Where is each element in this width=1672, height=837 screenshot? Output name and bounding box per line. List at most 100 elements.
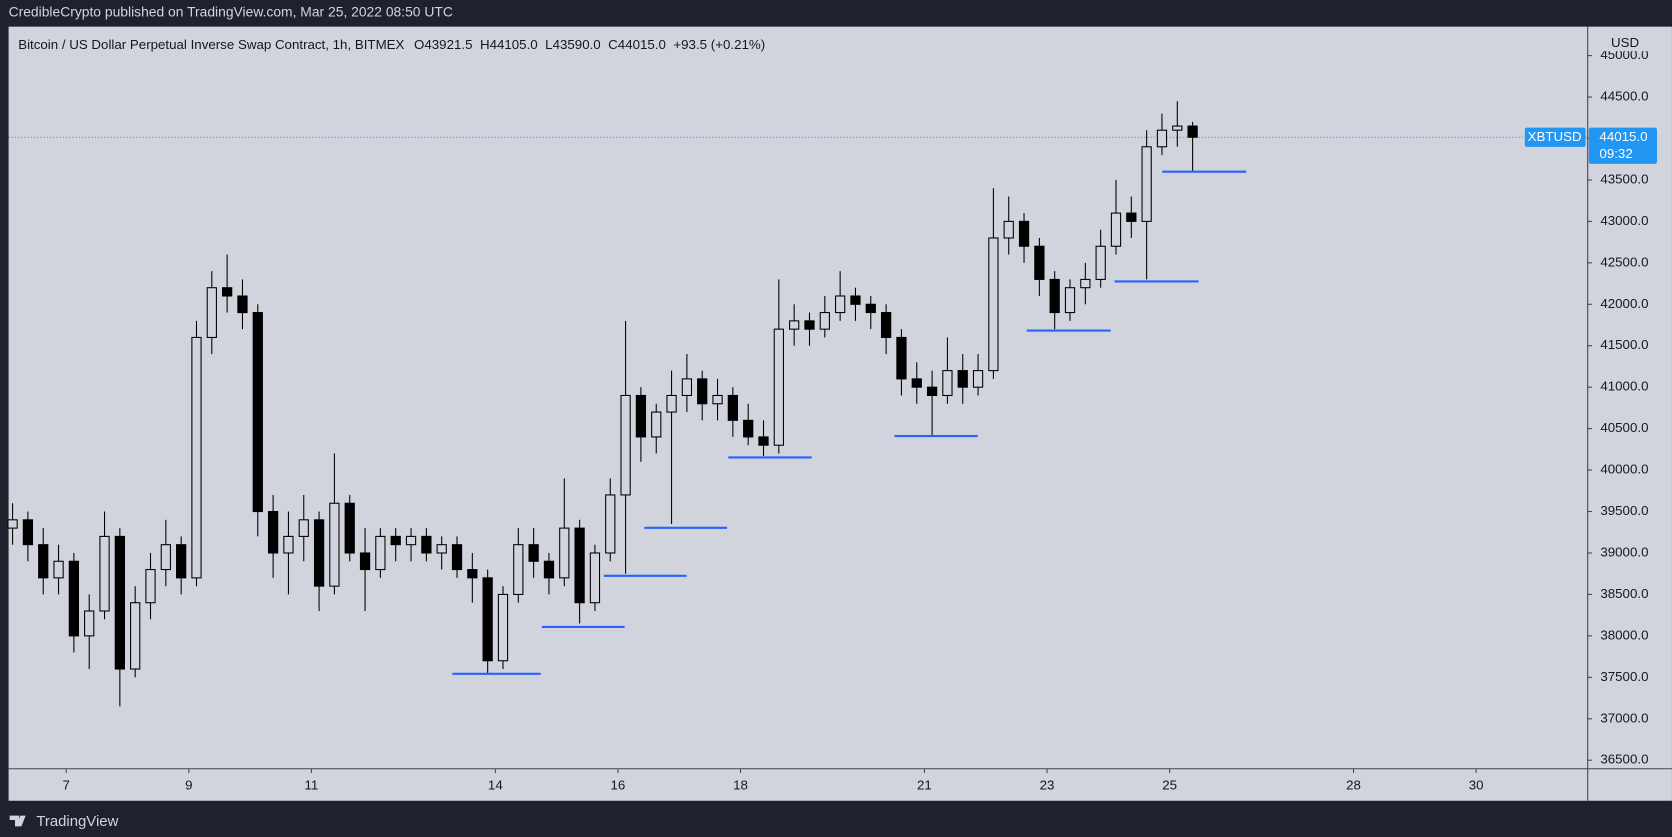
countdown-label: 09:32 bbox=[1599, 146, 1632, 161]
candle-body bbox=[1095, 245, 1106, 280]
candle-body bbox=[160, 544, 171, 571]
candle-body bbox=[513, 544, 524, 595]
ohlc-low: L43590.0 bbox=[545, 36, 601, 51]
x-tick-label: 14 bbox=[488, 777, 503, 792]
y-tick-label: 38500.0 bbox=[1600, 586, 1648, 601]
x-tick-label: 7 bbox=[63, 777, 70, 792]
publisher: CredibleCrypto published on TradingView.… bbox=[9, 3, 453, 19]
y-tick-label: 37000.0 bbox=[1600, 710, 1648, 725]
y-tick-label: 38000.0 bbox=[1600, 627, 1648, 642]
candle-body bbox=[283, 535, 294, 554]
x-tick-label: 9 bbox=[185, 777, 192, 792]
candle-body bbox=[68, 560, 80, 637]
candle-body bbox=[926, 386, 938, 397]
candle-body bbox=[497, 593, 509, 662]
candle-body bbox=[651, 411, 662, 438]
candle-body bbox=[865, 303, 876, 314]
candle-body bbox=[436, 544, 447, 554]
x-tick-label: 30 bbox=[1469, 777, 1484, 792]
candle-body bbox=[329, 502, 340, 587]
candle-body bbox=[1187, 125, 1198, 138]
y-tick-label: 40500.0 bbox=[1600, 420, 1648, 435]
ohlc-open: O43921.5 bbox=[414, 36, 472, 51]
x-tick-label: 18 bbox=[733, 777, 748, 792]
candle-body bbox=[957, 370, 968, 388]
candle-body bbox=[22, 519, 34, 546]
x-tick-label: 23 bbox=[1040, 777, 1055, 792]
candle-body bbox=[130, 602, 141, 670]
candle-body bbox=[222, 287, 233, 297]
candle-body bbox=[850, 295, 861, 305]
candle-body bbox=[543, 560, 555, 579]
candle-body bbox=[635, 394, 647, 438]
last-price-label: 44015.0 bbox=[1599, 129, 1647, 144]
candle-body bbox=[1003, 220, 1014, 239]
y-tick-label: 37500.0 bbox=[1600, 669, 1648, 684]
brand-name: TradingView bbox=[36, 813, 118, 830]
candle-body bbox=[237, 295, 248, 314]
candle-body bbox=[1034, 245, 1045, 280]
candle-body bbox=[267, 510, 279, 554]
y-tick-label: 41000.0 bbox=[1600, 379, 1648, 394]
y-tick-label: 39000.0 bbox=[1600, 544, 1648, 559]
x-tick-label: 16 bbox=[611, 777, 626, 792]
candle-body bbox=[99, 535, 110, 612]
candle-body bbox=[773, 328, 784, 446]
candle-body bbox=[1080, 278, 1091, 289]
candle-body bbox=[911, 378, 922, 388]
candle-body bbox=[528, 544, 539, 562]
candle-body bbox=[405, 535, 417, 546]
y-tick-label: 36500.0 bbox=[1600, 752, 1648, 767]
candle-body bbox=[298, 519, 309, 537]
candle-body bbox=[574, 527, 585, 604]
candle-body bbox=[191, 336, 202, 579]
candle-body bbox=[38, 544, 49, 579]
currency-bg bbox=[1597, 31, 1653, 52]
candle-body bbox=[896, 336, 907, 380]
candle-body bbox=[1049, 278, 1060, 314]
x-tick-label: 11 bbox=[305, 777, 319, 792]
candle-body bbox=[988, 237, 999, 372]
chart-title: Bitcoin / US Dollar Perpetual Inverse Sw… bbox=[18, 36, 765, 51]
candle-body bbox=[84, 610, 95, 637]
candle-body bbox=[880, 312, 892, 338]
candle-body bbox=[589, 552, 601, 604]
y-tick-label: 41500.0 bbox=[1600, 337, 1648, 352]
candle-body bbox=[819, 312, 830, 330]
candle-body bbox=[681, 378, 693, 397]
candle-body bbox=[375, 535, 386, 571]
candle-body bbox=[176, 544, 187, 579]
candle-body bbox=[804, 320, 815, 330]
plot bbox=[7, 101, 1588, 707]
y-tick-label: 44500.0 bbox=[1600, 89, 1648, 104]
candle-body bbox=[1172, 125, 1183, 131]
candle-body bbox=[727, 394, 738, 421]
candle-body bbox=[666, 394, 677, 413]
chart-area bbox=[8, 26, 1672, 801]
y-tick-label: 42500.0 bbox=[1600, 254, 1648, 269]
candle-body bbox=[712, 394, 723, 405]
candle-body bbox=[313, 519, 325, 587]
candle-body bbox=[942, 370, 953, 397]
ohlc-close: C44015.0 bbox=[608, 36, 666, 51]
candle-body bbox=[743, 419, 754, 438]
candle-body bbox=[359, 552, 371, 571]
currency-label: USD bbox=[1611, 35, 1639, 50]
candle-body bbox=[467, 569, 478, 579]
candle-body bbox=[1018, 220, 1030, 247]
symbol-title: Bitcoin / US Dollar Perpetual Inverse Sw… bbox=[18, 36, 404, 51]
candle-body bbox=[1110, 212, 1122, 247]
candle-body bbox=[605, 494, 616, 554]
ohlc-high: H44105.0 bbox=[480, 36, 538, 51]
candle-body bbox=[758, 436, 769, 446]
symbol-label: XBTUSD bbox=[1528, 129, 1582, 144]
candle-body bbox=[482, 577, 493, 662]
symbol-tag bbox=[1524, 127, 1586, 147]
candle-body bbox=[1156, 129, 1168, 148]
candle-body bbox=[7, 519, 18, 529]
brand: TradingView bbox=[9, 813, 119, 830]
candle-body bbox=[344, 502, 355, 554]
candle-body bbox=[421, 535, 432, 554]
candle-body bbox=[114, 535, 125, 670]
